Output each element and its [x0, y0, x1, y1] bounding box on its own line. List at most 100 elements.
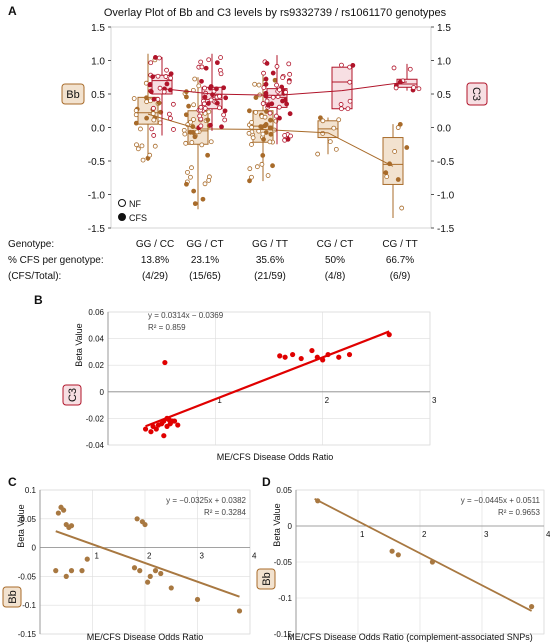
c3-point	[276, 104, 282, 110]
panel-d-tag-box	[256, 568, 276, 590]
c3-point	[273, 113, 279, 119]
c3-point	[161, 89, 167, 95]
c3-point	[214, 60, 220, 66]
y2-tick-label: -1.0	[437, 191, 455, 202]
panel-c-point	[63, 573, 69, 580]
bb-point	[318, 115, 323, 121]
panel-d-x-tick-label: 3	[484, 530, 489, 539]
bb-point	[196, 83, 202, 89]
bb-point	[267, 139, 273, 145]
panel-c-point	[158, 570, 164, 577]
bb-point	[331, 125, 337, 131]
panel-c-equation: y = −0.0325x + 0.0382	[166, 496, 246, 505]
c3-point	[285, 136, 291, 142]
c3-point	[350, 62, 356, 68]
c3-point	[214, 100, 220, 106]
bb-point	[250, 135, 256, 141]
bb-point	[320, 130, 326, 136]
bb-point	[144, 99, 150, 105]
bb-point	[262, 114, 268, 120]
c3-point	[280, 75, 286, 81]
bb-point	[315, 151, 321, 157]
panel-c-y-tick-label: 0.05	[20, 515, 36, 524]
bb-point	[395, 177, 401, 182]
panel-c-point	[131, 565, 138, 571]
panel-c-point	[194, 596, 201, 603]
panel-letter-d: D	[262, 475, 271, 489]
c3-point	[277, 87, 282, 93]
panel-d-y-tick-label: -0.05	[274, 558, 293, 567]
cfs-pct-label: 35.6%	[256, 255, 284, 266]
bb-point	[133, 120, 139, 126]
c3-point	[151, 96, 157, 102]
genotype-label: GG / TT	[252, 239, 288, 250]
bb-point	[208, 139, 214, 145]
panel-b-y-label: Beta Value	[74, 323, 84, 366]
panel-d-equation: y = −0.0445x + 0.0511	[461, 496, 541, 505]
bb-point	[272, 77, 278, 83]
bb-point	[138, 126, 143, 132]
bb-point	[320, 118, 326, 124]
c3-point	[202, 105, 208, 111]
c3-point	[202, 85, 207, 91]
c3-point	[170, 101, 176, 107]
c3-point	[347, 79, 353, 85]
bb-point	[254, 164, 260, 170]
bb-point	[199, 142, 205, 148]
bb-point	[260, 131, 266, 137]
c3-point	[147, 82, 153, 88]
y2-tick-label: 0.5	[437, 90, 451, 101]
panel-b-point	[162, 359, 168, 366]
panel-b-y-tick-label: -0.04	[86, 441, 105, 450]
c3-point	[202, 94, 208, 100]
panel-c-r2: R² = 0.3284	[204, 508, 247, 517]
bb-point	[182, 131, 188, 137]
panel-c-point	[145, 579, 151, 585]
panel-c-y-tick-label: 0	[32, 544, 37, 553]
c3-point	[282, 133, 288, 138]
bb-point	[191, 188, 197, 194]
panel-c-x-tick-label: 3	[200, 552, 205, 561]
y-tick-label: -1.5	[88, 224, 106, 235]
bb-point	[188, 174, 193, 180]
panel-d-y-label: Beta Value	[272, 503, 282, 546]
panel-c-x-tick-label: 2	[147, 552, 152, 561]
panel-b-x-tick-label: 2	[325, 396, 330, 405]
panel-b-fit-line	[145, 330, 390, 428]
bb-point	[189, 140, 195, 145]
legend-cfs-label: CFS	[129, 213, 147, 223]
panel-c-y-tick-label: -0.05	[18, 572, 37, 581]
panel-b-point	[161, 433, 167, 439]
c3-point	[150, 74, 156, 80]
table-row-label: Genotype:	[8, 239, 54, 250]
panel-d-x-tick-label: 4	[546, 530, 550, 539]
panel-b-y-tick-label: 0.02	[88, 361, 104, 370]
panel-b-tag: C3	[62, 384, 82, 406]
bb-point	[189, 165, 194, 171]
c3-point	[153, 55, 158, 60]
bb-point	[249, 124, 254, 130]
panel-b-point	[314, 354, 320, 360]
y-tick-label: -1.0	[88, 191, 106, 202]
panel-c-point	[68, 523, 75, 529]
c3-point	[270, 94, 276, 100]
bb-point	[260, 153, 266, 158]
panel-b-point	[142, 426, 149, 432]
c3-point	[338, 102, 344, 107]
panel-d-y-tick-label: 0.05	[276, 486, 292, 495]
c3-point	[407, 66, 413, 72]
bb-point	[268, 117, 273, 123]
panel-d-tag: Bb	[256, 568, 276, 590]
bb-point	[327, 139, 333, 144]
bb-axis-tag-box	[61, 83, 85, 105]
panel-d-x-label: ME/CFS Disease Odds Ratio (complement-as…	[287, 632, 533, 642]
panel-d-y-tick-label: -0.15	[274, 630, 293, 639]
c3-point	[208, 97, 214, 103]
bb-point	[399, 205, 405, 211]
y2-tick-label: 1.0	[437, 57, 451, 68]
c3-point	[287, 111, 293, 117]
bb-point	[186, 103, 192, 109]
panel-c-point	[84, 556, 90, 562]
panel-a-title: Overlay Plot of Bb and C3 levels by rs93…	[104, 7, 447, 19]
bb-point	[140, 157, 146, 163]
